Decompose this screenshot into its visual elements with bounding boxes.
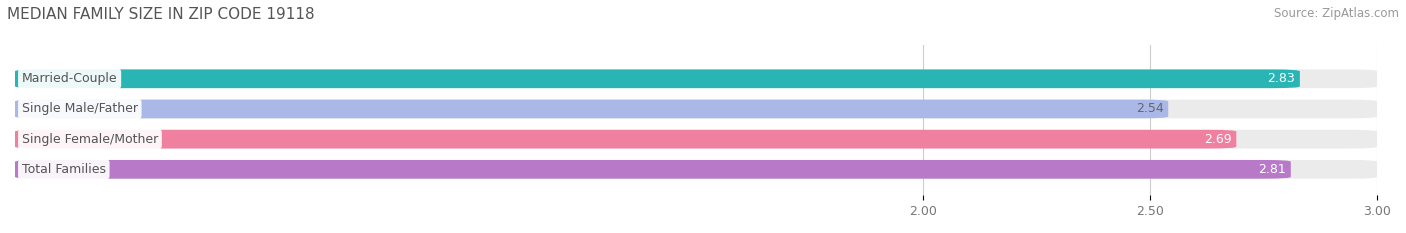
FancyBboxPatch shape (15, 160, 1291, 179)
FancyBboxPatch shape (15, 69, 1301, 88)
Text: 2.69: 2.69 (1204, 133, 1232, 146)
FancyBboxPatch shape (15, 130, 1376, 148)
FancyBboxPatch shape (15, 160, 1376, 179)
Text: Total Families: Total Families (22, 163, 105, 176)
Text: Single Female/Mother: Single Female/Mother (22, 133, 157, 146)
Text: 2.54: 2.54 (1136, 103, 1164, 116)
FancyBboxPatch shape (15, 100, 1376, 118)
Text: 2.83: 2.83 (1268, 72, 1295, 85)
FancyBboxPatch shape (15, 100, 1168, 118)
FancyBboxPatch shape (15, 69, 1376, 88)
Text: Married-Couple: Married-Couple (22, 72, 118, 85)
Text: 2.81: 2.81 (1258, 163, 1286, 176)
Text: Source: ZipAtlas.com: Source: ZipAtlas.com (1274, 7, 1399, 20)
Text: MEDIAN FAMILY SIZE IN ZIP CODE 19118: MEDIAN FAMILY SIZE IN ZIP CODE 19118 (7, 7, 315, 22)
FancyBboxPatch shape (15, 130, 1236, 148)
Text: Single Male/Father: Single Male/Father (22, 103, 138, 116)
